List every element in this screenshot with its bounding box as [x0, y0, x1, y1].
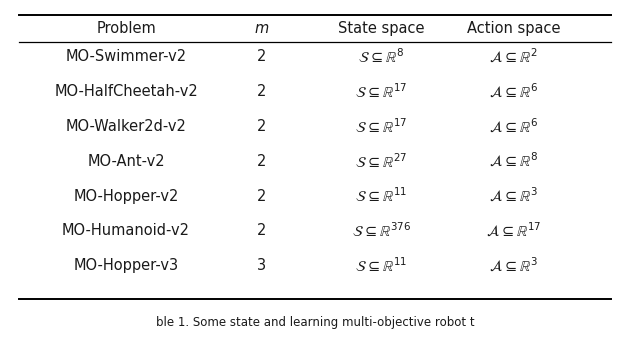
- Text: $\mathcal{S}\subseteq\mathbb{R}^{11}$: $\mathcal{S}\subseteq\mathbb{R}^{11}$: [355, 187, 407, 206]
- Text: Problem: Problem: [96, 21, 156, 36]
- Text: $\mathcal{S}\subseteq\mathbb{R}^{17}$: $\mathcal{S}\subseteq\mathbb{R}^{17}$: [355, 82, 407, 101]
- Text: $\mathcal{A}\subseteq\mathbb{R}^{17}$: $\mathcal{A}\subseteq\mathbb{R}^{17}$: [486, 222, 541, 240]
- Text: 2: 2: [257, 154, 266, 169]
- Text: $\mathcal{S}\subseteq\mathbb{R}^{11}$: $\mathcal{S}\subseteq\mathbb{R}^{11}$: [355, 256, 407, 275]
- Text: $\mathcal{S}\subseteq\mathbb{R}^{376}$: $\mathcal{S}\subseteq\mathbb{R}^{376}$: [352, 221, 411, 240]
- Text: $\mathcal{A}\subseteq\mathbb{R}^{3}$: $\mathcal{A}\subseteq\mathbb{R}^{3}$: [489, 187, 538, 205]
- Text: Action space: Action space: [467, 21, 560, 36]
- Text: 3: 3: [257, 258, 266, 273]
- Text: $\mathcal{A}\subseteq\mathbb{R}^{6}$: $\mathcal{A}\subseteq\mathbb{R}^{6}$: [489, 117, 538, 136]
- Text: MO-Ant-v2: MO-Ant-v2: [87, 154, 165, 169]
- Text: 2: 2: [257, 49, 266, 64]
- Text: MO-Humanoid-v2: MO-Humanoid-v2: [62, 223, 190, 238]
- Text: $\mathcal{S}\subseteq\mathbb{R}^{27}$: $\mathcal{S}\subseteq\mathbb{R}^{27}$: [355, 152, 407, 171]
- Text: ble 1. Some state and learning multi-objective robot t: ble 1. Some state and learning multi-obj…: [156, 316, 474, 329]
- Text: 2: 2: [257, 119, 266, 134]
- Text: MO-HalfCheetah-v2: MO-HalfCheetah-v2: [54, 84, 198, 99]
- Text: State space: State space: [338, 21, 425, 36]
- Text: MO-Hopper-v3: MO-Hopper-v3: [74, 258, 178, 273]
- Text: 2: 2: [257, 223, 266, 238]
- Text: $\mathcal{A}\subseteq\mathbb{R}^{8}$: $\mathcal{A}\subseteq\mathbb{R}^{8}$: [489, 152, 538, 170]
- Text: MO-Hopper-v2: MO-Hopper-v2: [73, 189, 179, 203]
- Text: $\mathcal{A}\subseteq\mathbb{R}^{6}$: $\mathcal{A}\subseteq\mathbb{R}^{6}$: [489, 82, 538, 101]
- Text: 2: 2: [257, 189, 266, 203]
- Text: $m$: $m$: [254, 21, 269, 36]
- Text: $\mathcal{A}\subseteq\mathbb{R}^{2}$: $\mathcal{A}\subseteq\mathbb{R}^{2}$: [489, 48, 538, 66]
- Text: $\mathcal{S}\subseteq\mathbb{R}^{8}$: $\mathcal{S}\subseteq\mathbb{R}^{8}$: [358, 47, 404, 66]
- Text: 2: 2: [257, 84, 266, 99]
- Text: $\mathcal{A}\subseteq\mathbb{R}^{3}$: $\mathcal{A}\subseteq\mathbb{R}^{3}$: [489, 257, 538, 275]
- Text: MO-Walker2d-v2: MO-Walker2d-v2: [66, 119, 186, 134]
- Text: $\mathcal{S}\subseteq\mathbb{R}^{17}$: $\mathcal{S}\subseteq\mathbb{R}^{17}$: [355, 117, 407, 136]
- Text: MO-Swimmer-v2: MO-Swimmer-v2: [66, 49, 186, 64]
